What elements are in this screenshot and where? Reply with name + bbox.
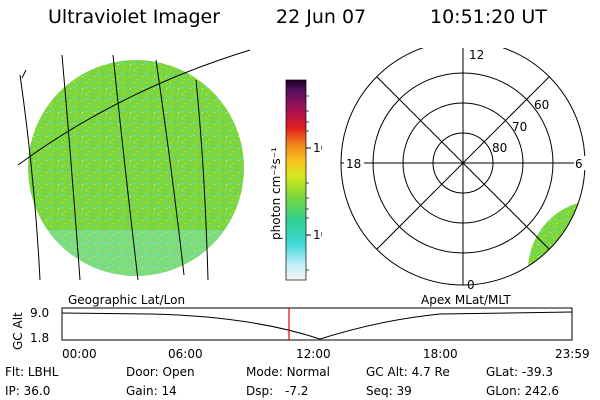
time-tick-1200: 12:00 [296,347,331,361]
lat-label-80: 80 [492,141,507,155]
altitude-axis-label: GC Alt [11,312,25,350]
colorbar-tick-100: 100 [313,141,322,155]
window-title: Ultraviolet Imager [48,6,221,28]
polar-emission-region [528,200,585,285]
mlt-label-12: 12 [469,48,484,62]
mlt-label-0: 0 [467,278,475,292]
apex-projection-label: Apex MLat/MLT [421,293,511,307]
info-door: Door: Open [126,365,195,379]
time-tick-1800: 18:00 [423,347,458,361]
earth-disk-image [28,60,244,276]
altitude-tick-1.8: 1.8 [30,331,49,345]
geographic-image-panel [17,49,251,281]
geographic-projection-label: Geographic Lat/Lon [68,293,186,307]
time-readout: 10:51:20 UT [430,6,547,28]
info-glon: GLon: 242.6 [486,384,559,398]
info-gain: Gain: 14 [126,384,177,398]
altitude-strip: GC Alt 9.0 1.8 [11,306,573,350]
info-gc-alt: GC Alt: 4.7 Re [366,365,450,379]
info-flt: Flt: LBHL [5,365,59,379]
colorbar-tick-10: 10 [313,228,322,242]
intensity-colorbar: 100 10 photon cm⁻²s⁻¹ [269,79,322,281]
colorbar-unit-label: photon cm⁻²s⁻¹ [269,147,283,240]
lat-label-70: 70 [512,120,527,134]
info-seq: Seq: 39 [366,384,412,398]
mlt-label-18: 18 [346,157,361,171]
mlt-label-6: 6 [575,157,583,171]
date-readout: 22 Jun 07 [276,6,367,28]
info-ip: IP: 36.0 [5,384,51,398]
time-tick-2359: 23:59 [555,347,590,361]
lat-label-60: 60 [534,98,549,112]
time-tick-0600: 06:00 [168,347,203,361]
altitude-curve [61,311,573,340]
altitude-tick-9: 9.0 [30,306,49,320]
info-glat: GLat: -39.3 [486,365,553,379]
geographic-grid-lines [17,49,251,281]
time-tick-0000: 00:00 [62,347,97,361]
info-mode: Mode: Normal [246,365,330,379]
info-dsp: Dsp: -7.2 [246,384,309,398]
apex-polar-plot: 12 18 6 0 60 70 80 [340,48,586,292]
